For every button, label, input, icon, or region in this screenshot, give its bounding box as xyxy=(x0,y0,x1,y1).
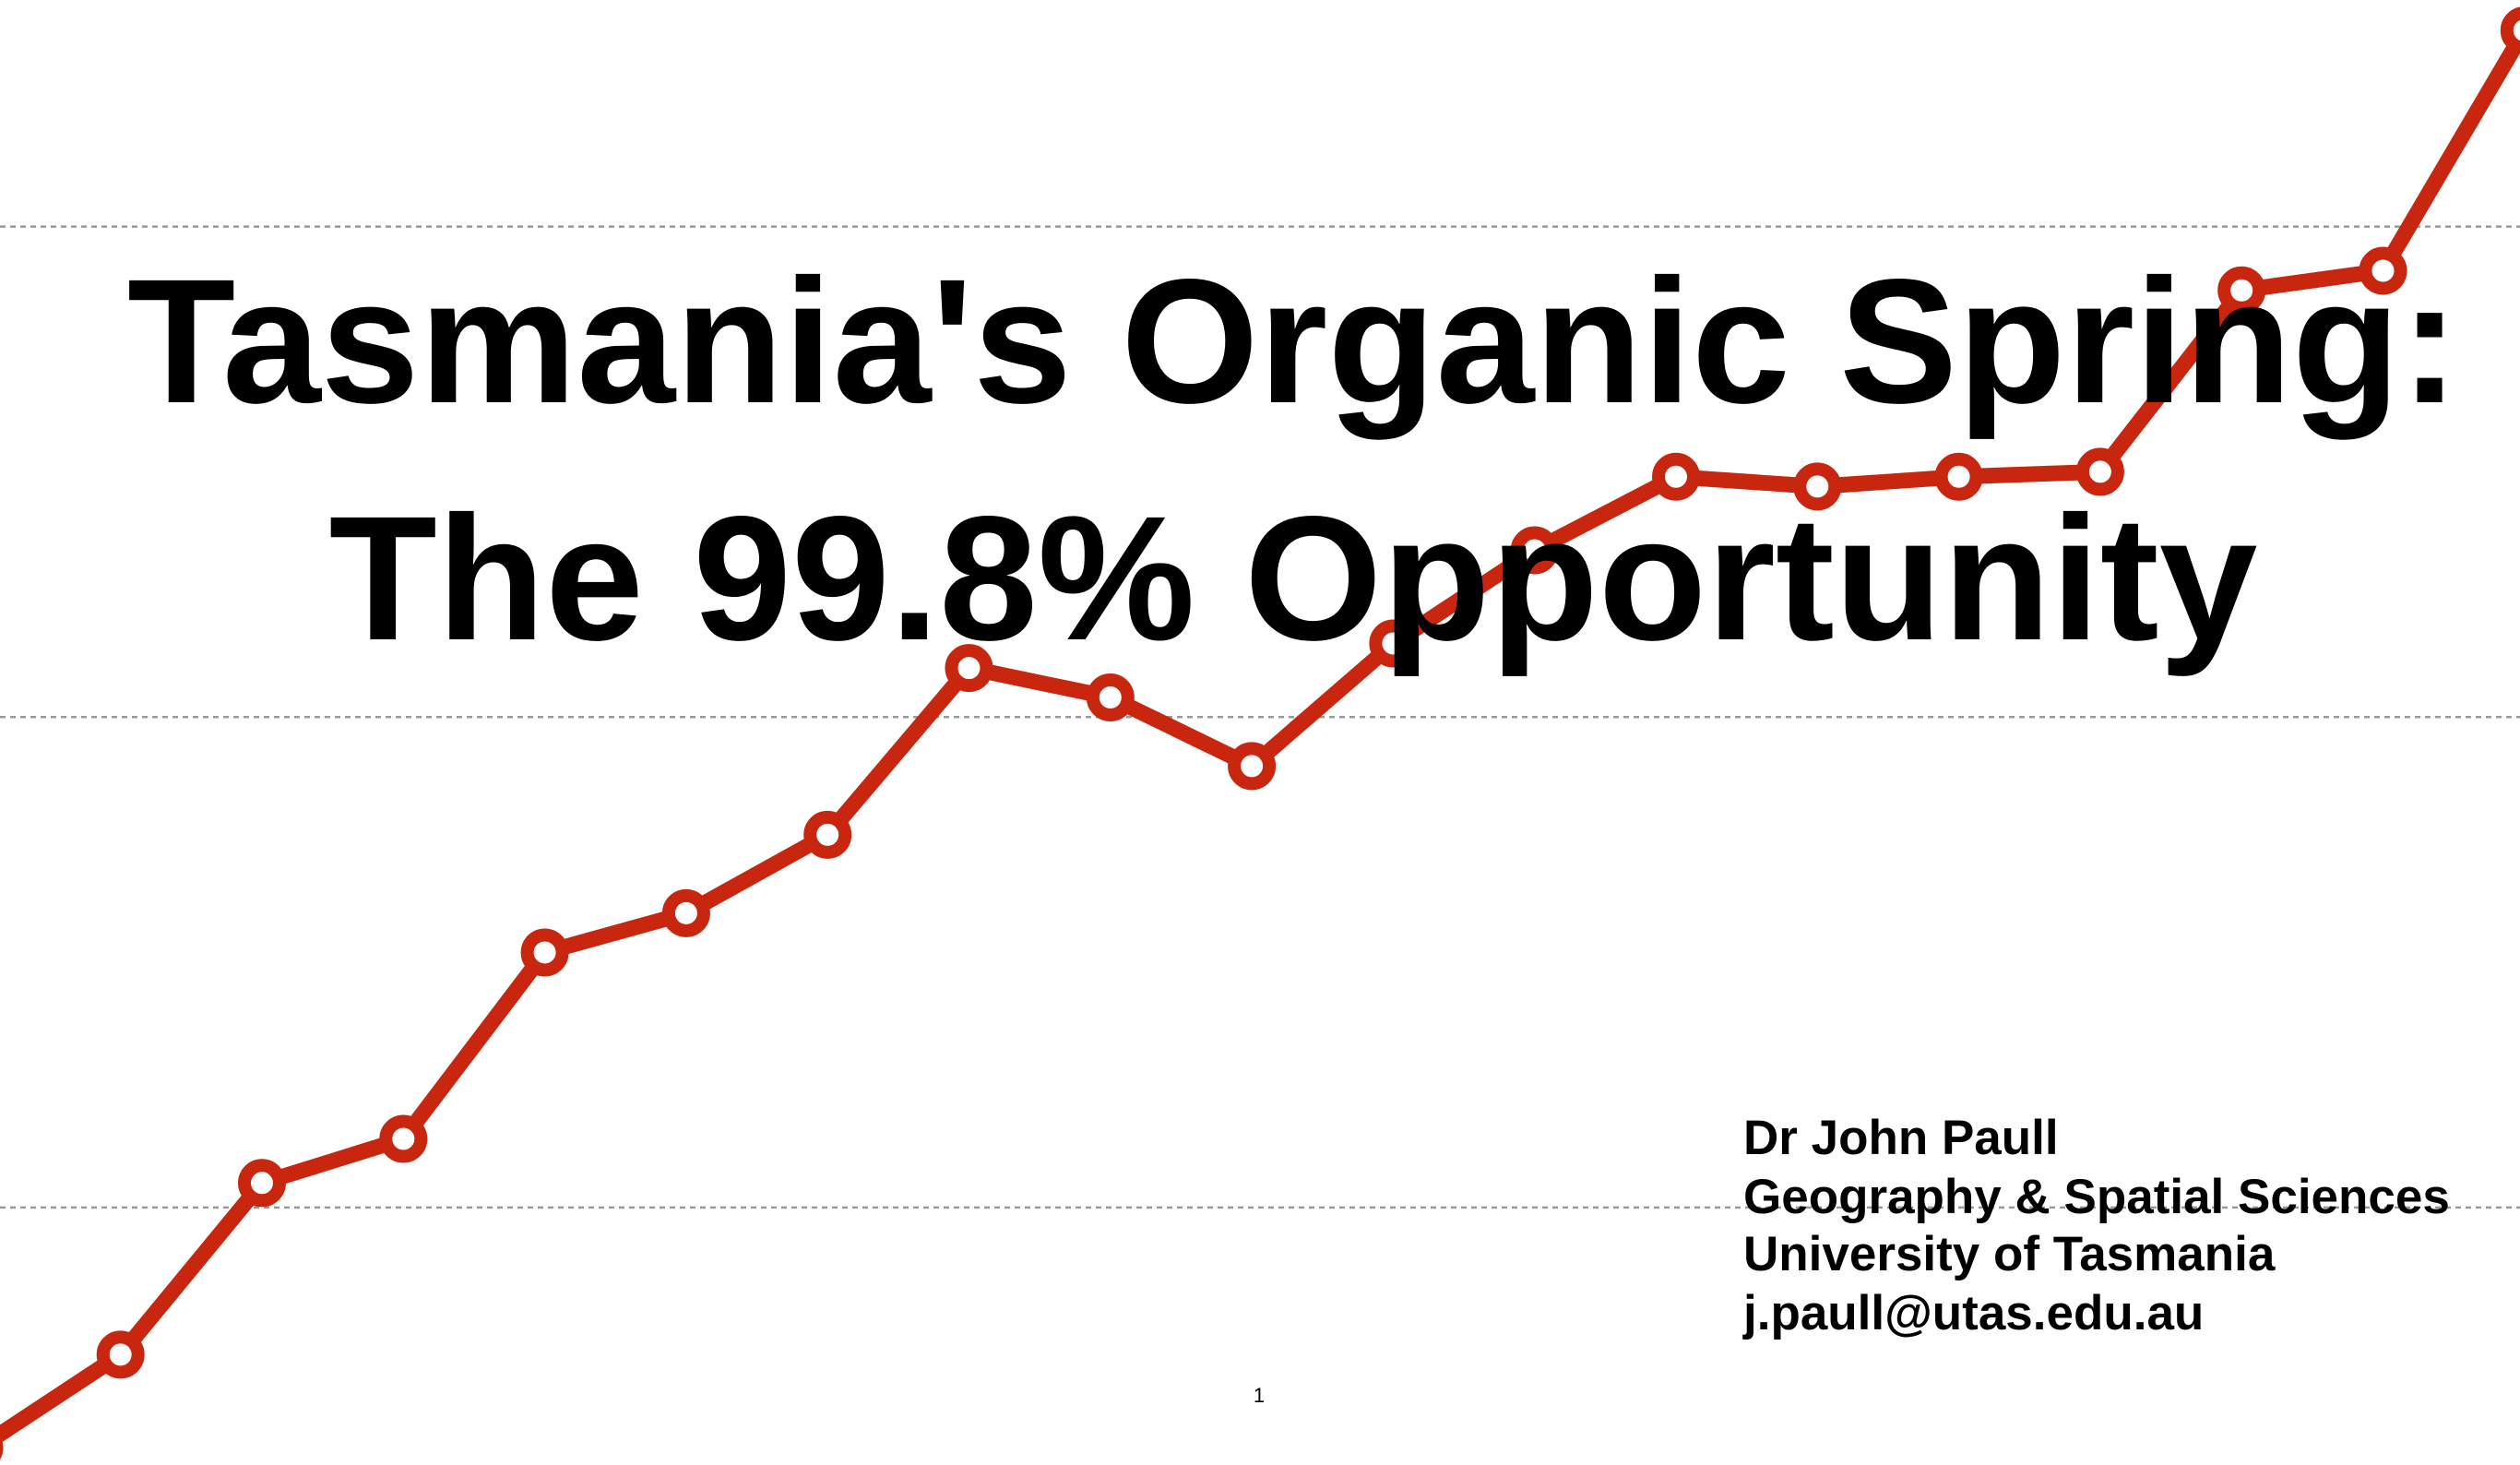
author-line: Geography & Spatial Sciences xyxy=(1743,1170,2450,1224)
data-point xyxy=(661,888,710,937)
data-point xyxy=(2500,6,2520,54)
data-point xyxy=(1934,452,1983,501)
data-point xyxy=(1086,673,1135,721)
data-point xyxy=(520,928,569,977)
data-point xyxy=(1793,462,1842,511)
grid xyxy=(0,225,2520,1209)
data-point xyxy=(945,644,993,693)
data-point xyxy=(2075,447,2124,496)
data-point xyxy=(379,1114,428,1163)
author-line: University of Tasmania xyxy=(1743,1227,2276,1281)
data-point xyxy=(96,1330,145,1379)
author-line: j.paull@utas.edu.au xyxy=(1742,1286,2204,1340)
data-point xyxy=(1652,452,1700,501)
data-point xyxy=(2217,266,2266,315)
data-point xyxy=(1369,619,1418,668)
data-point xyxy=(2359,246,2407,295)
title-line: Tasmania's Organic Spring: xyxy=(127,242,2459,440)
texts: Tasmania's Organic Spring: The 99.8% Opp… xyxy=(127,242,2459,1407)
data-point xyxy=(803,810,852,859)
plot xyxy=(0,6,2520,1460)
data-point xyxy=(1228,742,1277,791)
title-line: The 99.8% Opportunity xyxy=(329,479,2258,677)
data-point xyxy=(238,1159,286,1208)
page-number: 1 xyxy=(1254,1384,1265,1407)
data-point xyxy=(1510,526,1559,575)
author-line: Dr John Paull xyxy=(1743,1111,2059,1165)
